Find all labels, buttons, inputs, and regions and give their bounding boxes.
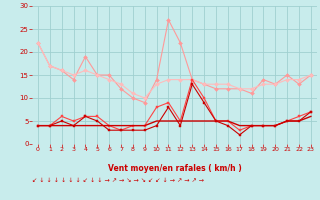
Text: ↙ ↓ ↓ ↓ ↓ ↓ ↓ ↙ ↓ ↓ → ↗ → ↘ → ↘ ↙ ↙ ↓ → ↗ → ↗ →: ↙ ↓ ↓ ↓ ↓ ↓ ↓ ↙ ↓ ↓ → ↗ → ↘ → ↘ ↙ ↙ ↓ → …: [32, 178, 204, 182]
X-axis label: Vent moyen/en rafales ( km/h ): Vent moyen/en rafales ( km/h ): [108, 164, 241, 173]
